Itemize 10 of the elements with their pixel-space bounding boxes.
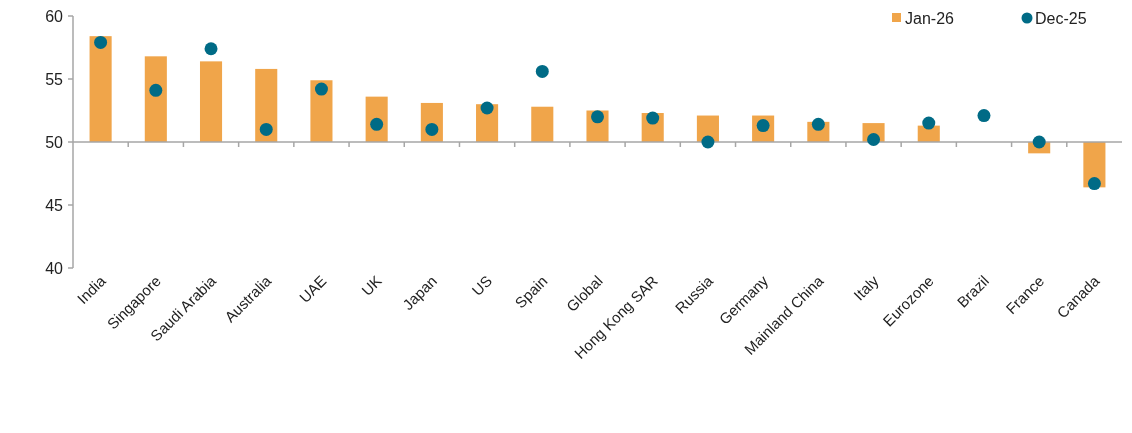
- y-tick-label: 55: [45, 70, 64, 88]
- y-tick-label: 40: [45, 259, 64, 277]
- y-tick-label: 50: [45, 133, 64, 151]
- legend-label: Dec-25: [1035, 9, 1087, 27]
- x-tick-label: UK: [358, 272, 385, 299]
- legend-label: Jan-26: [905, 9, 955, 27]
- y-tick-label: 60: [45, 7, 64, 25]
- x-tick-label: US: [468, 272, 496, 299]
- y-tick-label: 45: [45, 196, 64, 214]
- x-tick-label: Italy: [850, 271, 883, 304]
